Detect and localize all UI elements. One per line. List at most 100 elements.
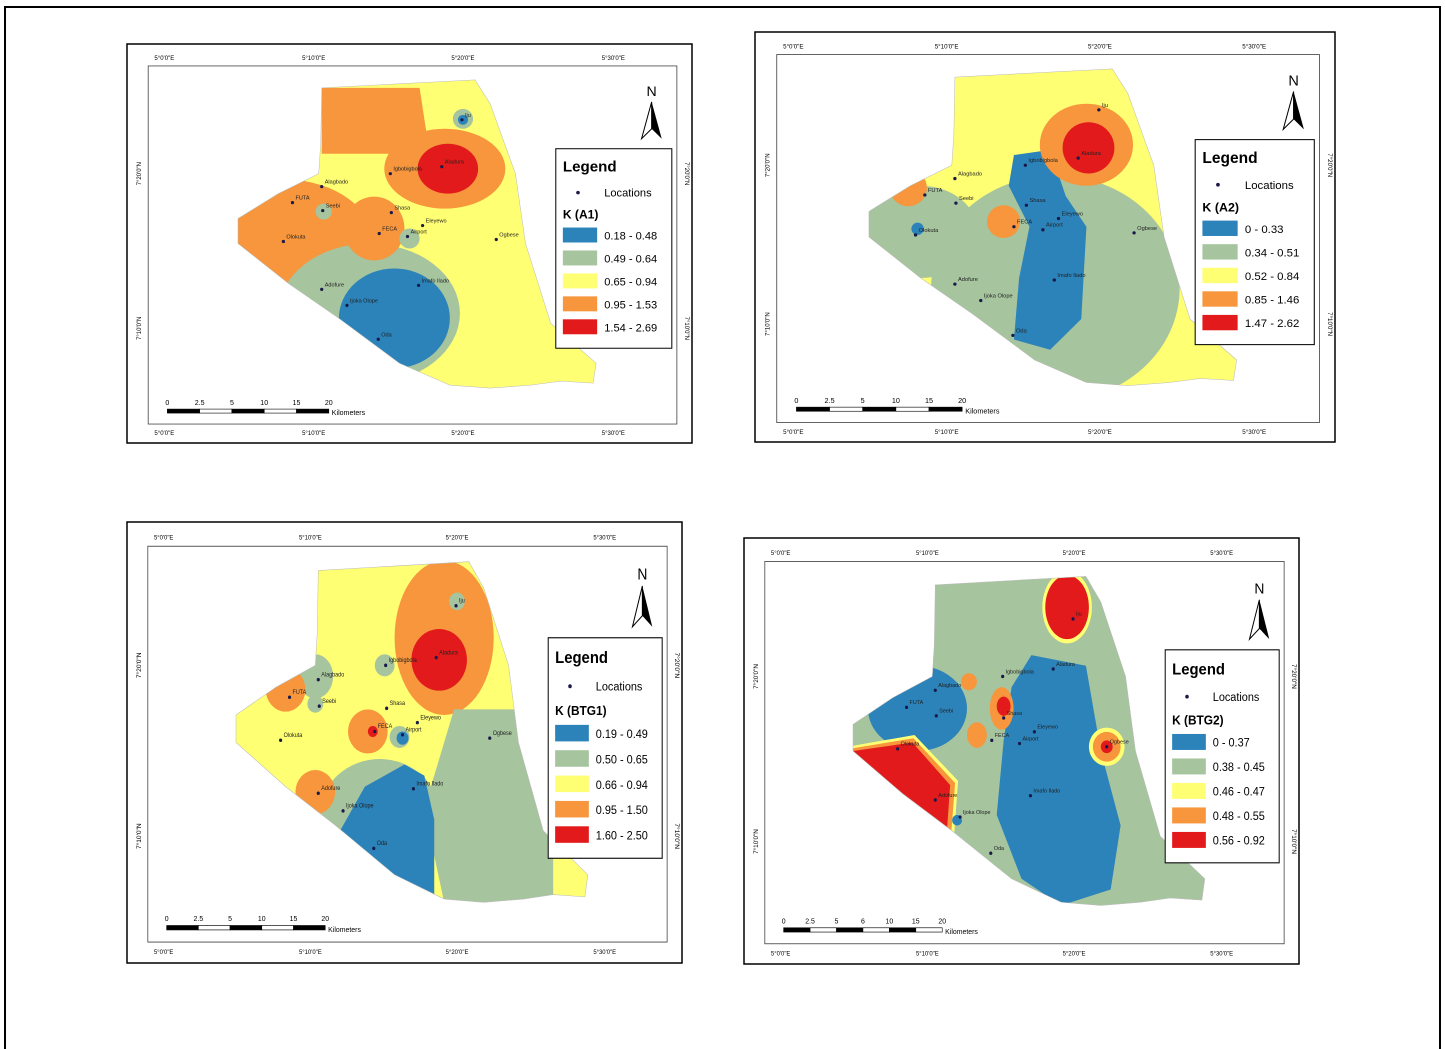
location-point	[1001, 675, 1004, 678]
location-point	[412, 787, 415, 791]
location-point	[378, 232, 381, 235]
longitude-label: 5°10'0"E	[299, 948, 322, 956]
longitude-label: 5°30'0"E	[1242, 43, 1266, 50]
latitude-label: 7°20'0"N	[673, 652, 681, 678]
longitude-label: 5°30'0"E	[593, 533, 616, 541]
legend-swatch	[563, 319, 597, 334]
location-point	[454, 604, 457, 608]
legend-title: Legend	[555, 649, 608, 667]
location-label: Imafo Ilado	[416, 781, 443, 787]
legend-box	[1165, 650, 1279, 863]
legend-location-symbol	[1185, 695, 1189, 699]
location-point	[1029, 794, 1032, 797]
longitude-label: 5°0'0"E	[154, 948, 173, 956]
location-label: Alagbado	[321, 672, 344, 678]
legend-swatch	[555, 750, 589, 767]
scale-label: 15	[925, 396, 933, 405]
location-point	[341, 809, 344, 813]
latitude-label: 7°20'0"N	[683, 162, 689, 185]
latitude-label: 7°20'0"N	[753, 664, 760, 689]
location-label: FECA	[378, 724, 393, 730]
location-label: Igbobigbola	[1028, 158, 1058, 164]
location-label: Oda	[994, 846, 1005, 852]
location-label: Aladura	[1056, 662, 1076, 668]
longitude-label: 5°30'0"E	[1210, 950, 1233, 957]
legend-class-label: 0.66 - 0.94	[596, 779, 649, 792]
location-point	[905, 706, 908, 709]
location-label: Adofure	[325, 282, 344, 288]
longitude-label: 5°10'0"E	[299, 533, 322, 541]
location-label: Shasa	[1007, 711, 1023, 717]
scale-label: 0	[782, 916, 786, 925]
location-label: Alagbado	[325, 180, 348, 186]
location-point	[934, 798, 937, 801]
scale-label: 20	[958, 396, 966, 405]
location-point	[1105, 745, 1108, 748]
legend-location-symbol	[568, 684, 572, 688]
location-label: Eleyewo	[420, 715, 441, 721]
location-point	[1076, 156, 1079, 159]
legend-swatch	[1172, 807, 1206, 823]
scale-unit: Kilometers	[328, 925, 361, 934]
legend-class-label: 0.34 - 0.51	[1245, 248, 1299, 260]
location-point	[896, 747, 899, 750]
location-point	[318, 704, 321, 708]
scale-bar-segment	[863, 928, 889, 932]
location-label: Shasa	[1029, 198, 1046, 204]
location-point	[1132, 231, 1135, 234]
location-label: FECA	[995, 733, 1010, 739]
scale-label: 5	[228, 914, 232, 923]
location-label: Eleyewo	[426, 219, 447, 225]
location-point	[1018, 742, 1021, 745]
scale-label: 20	[325, 400, 333, 407]
location-point	[401, 733, 404, 737]
location-point	[373, 730, 376, 734]
longitude-label: 5°30'0"E	[1242, 429, 1266, 436]
location-point	[1011, 334, 1014, 337]
north-label: N	[1254, 581, 1264, 598]
location-label: Imafo Ilado	[1057, 273, 1085, 279]
longitude-label: 5°20'0"E	[1063, 550, 1086, 557]
scale-bar-segment	[167, 409, 199, 413]
legend-box	[1195, 140, 1314, 345]
latitude-label: 7°10'0"N	[137, 317, 143, 340]
legend-box	[556, 149, 672, 349]
location-point	[372, 847, 375, 851]
location-point	[1024, 164, 1027, 167]
location-point	[1002, 716, 1005, 719]
scale-bar-segment	[784, 928, 810, 932]
scale-label: 6	[861, 916, 865, 925]
location-point	[935, 714, 938, 717]
location-label: Igbobigbola	[389, 658, 418, 664]
scale-bar-segment	[896, 407, 929, 411]
legend-swatch	[1202, 268, 1237, 283]
location-label: Seebi	[959, 196, 974, 202]
location-point	[1052, 667, 1055, 670]
location-point	[384, 664, 387, 668]
scale-label: 2.5	[195, 400, 205, 407]
north-label: N	[647, 83, 657, 99]
location-label: Olokuta	[284, 733, 303, 739]
longitude-label: 5°20'0"E	[446, 948, 469, 956]
legend-variable: K (A2)	[1202, 200, 1239, 214]
location-label: Ogbese	[1110, 739, 1129, 745]
legend-title: Legend	[1202, 150, 1257, 167]
location-point	[1025, 204, 1028, 207]
k-zone	[411, 629, 467, 691]
location-point	[1057, 217, 1060, 220]
location-label: Ijoka Olope	[963, 810, 991, 816]
latitude-label: 7°10'0"N	[683, 317, 689, 340]
location-label: Seebi	[939, 709, 953, 715]
legend-swatch	[563, 228, 597, 243]
k-zone	[967, 722, 987, 748]
location-label: FUTA	[293, 690, 307, 696]
k-zone	[987, 205, 1020, 238]
legend-swatch	[563, 273, 597, 288]
location-point	[421, 224, 424, 227]
location-point	[377, 338, 380, 341]
legend-swatch	[1202, 291, 1237, 306]
longitude-label: 5°30'0"E	[1210, 550, 1233, 557]
latitude-label: 7°20'0"N	[135, 652, 143, 678]
longitude-label: 5°10'0"E	[935, 43, 959, 50]
legend-class-label: 0.95 - 1.53	[604, 299, 657, 311]
